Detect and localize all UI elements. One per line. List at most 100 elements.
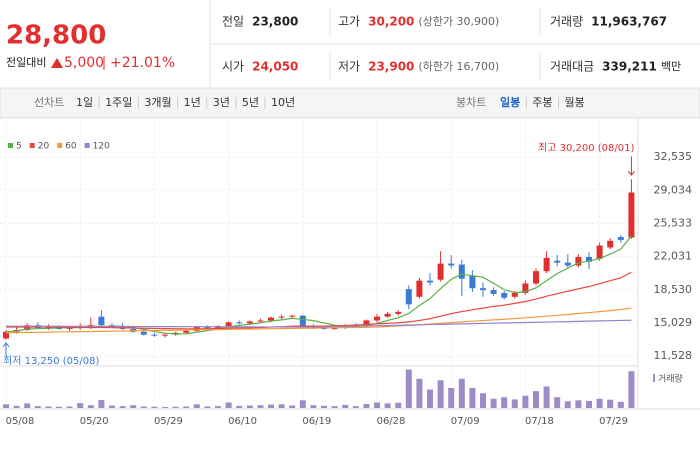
volume-bar	[427, 389, 433, 408]
y-tick-label: 22,031	[654, 250, 693, 263]
candle-body	[225, 322, 232, 327]
tab-label: 봉차트	[456, 96, 486, 109]
volume-bar	[268, 404, 274, 408]
volume-bar	[321, 405, 327, 408]
y-tick-label: 18,530	[654, 283, 693, 296]
candle-body	[183, 330, 190, 333]
candle-body	[469, 275, 476, 289]
legend-swatch	[84, 143, 90, 148]
candle-body	[395, 311, 402, 314]
volume-bar	[384, 403, 391, 408]
candle-body	[405, 289, 412, 305]
volume-bar	[56, 406, 62, 408]
period-tab[interactable]: 1일	[76, 95, 93, 109]
tab-label: 선차트	[34, 96, 64, 109]
volume-bar	[119, 406, 126, 408]
x-tick-label: 05/20	[80, 416, 109, 427]
y-tick-label: 25,533	[654, 216, 693, 229]
volume-bar	[140, 406, 147, 408]
candle-body	[204, 327, 211, 329]
volume-bar	[607, 399, 614, 408]
volume-bar	[193, 404, 200, 408]
volume-bar	[151, 406, 158, 408]
tab-bar	[0, 87, 700, 119]
volume-bar	[448, 388, 455, 408]
chart: 32,535 29,034 25,533 22,031 18,530 15,029 11,5…	[0, 120, 692, 427]
period-tab[interactable]: 5년	[242, 96, 259, 109]
period-tab[interactable]: 10년	[271, 96, 295, 109]
period-tab[interactable]: 1주일	[105, 95, 132, 109]
candle-body	[98, 316, 105, 326]
candle-body	[3, 331, 9, 339]
volume-bar	[215, 406, 221, 408]
change-value: 5,000	[64, 55, 104, 71]
volume-label: 거래량	[658, 373, 683, 385]
up-arrow-icon	[51, 58, 63, 68]
stat-label: 거래대금	[550, 60, 594, 74]
volume-bar	[617, 401, 624, 408]
candle-body	[511, 292, 518, 297]
period-tab[interactable]: 3개월	[144, 96, 171, 109]
volume-bar	[533, 391, 539, 408]
volume-bar	[374, 402, 380, 408]
stat-value: 23,900	[368, 60, 414, 74]
candle-body	[575, 256, 582, 266]
x-tick-label: 06/19	[302, 416, 331, 427]
current-price: 28,800	[6, 21, 106, 51]
volume-bar	[405, 369, 412, 408]
legend-label: 5	[16, 142, 22, 152]
volume-bar	[66, 406, 73, 408]
volume-bar	[342, 404, 349, 408]
candle-body	[458, 264, 465, 279]
moving-average-line	[5, 307, 632, 334]
candle-body	[617, 237, 624, 240]
volume-bar	[257, 405, 264, 408]
volume-bar	[98, 400, 105, 408]
y-tick-label: 15,029	[654, 316, 693, 329]
candle-body	[427, 280, 433, 283]
legend-swatch	[29, 143, 35, 148]
volume-bar	[554, 397, 561, 408]
volume-bar	[416, 378, 423, 408]
x-tick-label: 07/09	[451, 416, 480, 427]
candle-body	[416, 280, 423, 297]
volume-bar	[363, 404, 370, 408]
volume-bar	[395, 402, 402, 408]
legend-swatch	[57, 143, 63, 148]
candle-body	[628, 192, 635, 238]
volume-bar	[24, 403, 31, 408]
period-tab[interactable]: 3년	[213, 96, 230, 109]
legend-swatch	[653, 374, 655, 382]
volume-bar	[278, 404, 285, 408]
volume-bar	[289, 405, 296, 408]
volume-bar	[596, 398, 603, 408]
x-tick-label: 07/18	[525, 416, 554, 427]
volume-bar	[299, 400, 306, 408]
candle-body	[363, 320, 370, 327]
period-tab[interactable]: 월봉	[565, 96, 585, 109]
stat-label: 거래량	[550, 15, 583, 29]
candle-body	[437, 263, 444, 280]
volume-bar	[331, 406, 338, 408]
candle-body	[140, 331, 147, 335]
stat-value: 23,800	[252, 15, 298, 29]
period-tab[interactable]: 1년	[184, 96, 201, 109]
candle-body	[522, 283, 529, 293]
stat-value: 30,200	[368, 15, 414, 29]
stat-note: (하한가 16,700)	[418, 59, 499, 73]
change-percent: +21.01%	[110, 55, 175, 71]
period-tab[interactable]: 주봉	[532, 96, 552, 109]
stat-label: 시가	[222, 60, 244, 74]
volume-bar	[310, 405, 317, 408]
moving-average-line	[5, 319, 632, 328]
candle-body	[66, 328, 73, 330]
volume-bar	[469, 388, 476, 408]
period-tab[interactable]: 일봉	[500, 95, 520, 109]
candle-body	[289, 315, 296, 317]
volume-bar	[628, 371, 635, 408]
annotation: 최고 30,200 (08/01)	[538, 142, 634, 154]
candle-body	[374, 316, 380, 321]
volume-bar	[586, 400, 592, 408]
volume-bar	[204, 406, 211, 408]
volume-bar	[183, 406, 190, 408]
